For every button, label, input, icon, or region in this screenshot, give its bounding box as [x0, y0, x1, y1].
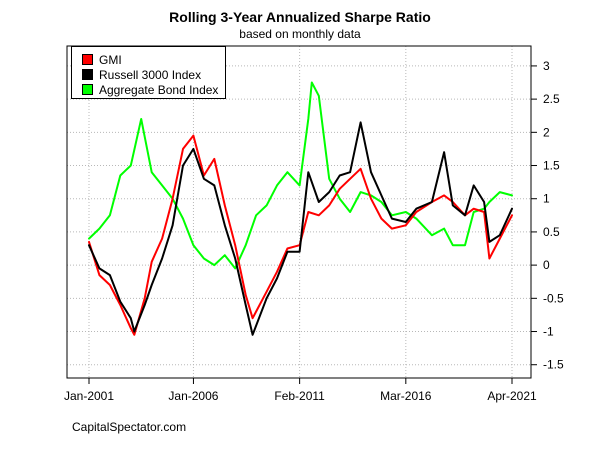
y-tick-label-2: -0.5 — [543, 291, 564, 305]
legend: GMI Russell 3000 Index Aggregate Bond In… — [71, 46, 226, 99]
chart-subtitle: based on monthly data — [239, 27, 361, 41]
legend-label-gmi: GMI — [99, 53, 122, 67]
legend-swatch-gmi — [82, 54, 93, 65]
y-tick-label-4: 0.5 — [543, 225, 560, 239]
y-tick-label-0: -1.5 — [543, 358, 564, 372]
y-tick-label-3: 0 — [543, 258, 550, 272]
x-tick-label-4: Apr-2021 — [487, 389, 537, 403]
y-tick-label-1: -1 — [543, 325, 554, 339]
legend-item-aggregate-bond: Aggregate Bond Index — [82, 83, 218, 98]
x-tick-label-1: Jan-2006 — [168, 389, 218, 403]
series-line-russell-3000-index — [88, 121, 513, 336]
y-tick-label-5: 1 — [543, 192, 550, 206]
legend-swatch-russell-3000 — [82, 69, 93, 80]
y-tick-label-6: 1.5 — [543, 159, 560, 173]
legend-label-russell-3000: Russell 3000 Index — [99, 68, 202, 82]
y-tick-label-7: 2 — [543, 125, 550, 139]
legend-item-gmi: GMI — [82, 53, 122, 68]
x-tick-label-0: Jan-2001 — [64, 389, 114, 403]
chart-title: Rolling 3-Year Annualized Sharpe Ratio — [169, 9, 431, 25]
legend-label-aggregate-bond: Aggregate Bond Index — [99, 83, 219, 97]
y-tick-label-8: 2.5 — [543, 92, 560, 106]
legend-item-russell-3000: Russell 3000 Index — [82, 68, 201, 83]
y-tick-label-9: 3 — [543, 59, 550, 73]
x-tick-label-2: Feb-2011 — [274, 389, 325, 403]
legend-swatch-aggregate-bond — [82, 84, 93, 95]
x-tick-label-3: Mar-2016 — [380, 389, 432, 403]
series-line-aggregate-bond-index — [88, 81, 513, 270]
plot-frame — [66, 45, 532, 379]
series-line-gmi — [88, 134, 513, 336]
source-credit: CapitalSpectator.com — [72, 420, 187, 434]
